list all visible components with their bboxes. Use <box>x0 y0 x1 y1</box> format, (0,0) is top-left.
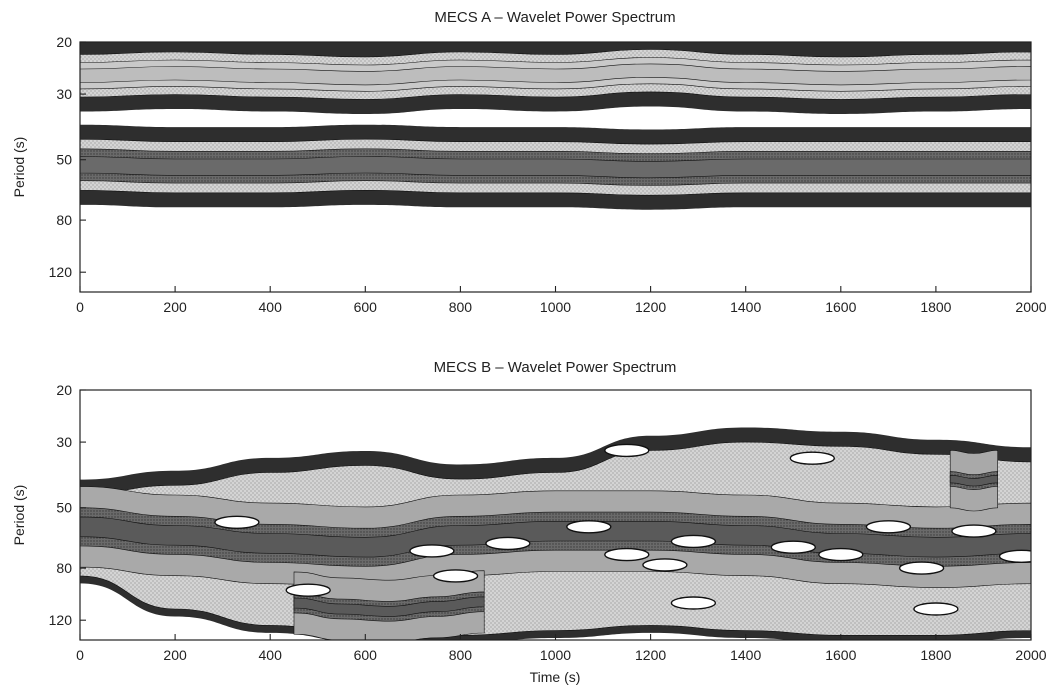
panel-b-hole-17 <box>670 596 717 610</box>
panel-a-x-tick-label: 400 <box>259 299 283 315</box>
panel-b-x-tick-label: 400 <box>259 647 283 663</box>
panel-b: MECS B – Wavelet Power Spectrum 0 200 400 6… <box>11 359 1047 685</box>
panel-a-y-tick-label: 30 <box>56 86 72 102</box>
panel-b-hole-14 <box>998 549 1031 563</box>
panel-b-x-axis-label: Time (s) <box>530 669 581 685</box>
panel-a-x-tick-label: 1600 <box>825 299 856 315</box>
panel-b-x-tick-label: 1200 <box>635 647 666 663</box>
panel-b-y-tick-label: 80 <box>56 560 72 576</box>
panel-a: MECS A – Wavelet Power Spectrum 0 200 400 6… <box>11 9 1047 315</box>
panel-b-hole-11 <box>865 520 912 534</box>
panel-b-hole-5 <box>566 520 612 534</box>
panel-b-x-tick-label: 1600 <box>825 647 856 663</box>
panel-b-core-110s-level-2 <box>293 596 485 617</box>
panel-b-hole-1 <box>285 583 331 597</box>
panel-a-x-tick-label: 0 <box>76 299 84 315</box>
panel-a-x-tick-label: 1200 <box>635 299 666 315</box>
panel-a-x-tick-label: 200 <box>163 299 187 315</box>
panel-b-y-axis-label: Period (s) <box>11 485 27 546</box>
panel-b-hole-7 <box>642 558 688 572</box>
panel-a-x-tick-label: 800 <box>449 299 473 315</box>
panel-a-band-50s-level-3 <box>80 156 1031 179</box>
panel-b-hole-9 <box>770 540 816 554</box>
panel-b-x-tick-label: 800 <box>449 647 473 663</box>
panel-b-x-tick-label: 200 <box>163 647 187 663</box>
panel-a-y-tick-label: 80 <box>56 212 72 228</box>
panel-b-hole-0 <box>214 515 260 529</box>
panel-b-hole-15 <box>789 451 835 465</box>
panel-b-x-tick-label: 1400 <box>730 647 761 663</box>
panel-b-plot-area <box>80 427 1031 640</box>
panel-b-x-ticks: 0 200 400 600 800 1000 1200 1400 1600 1800 2000 <box>76 634 1047 663</box>
panel-a-x-tick-label: 1400 <box>730 299 761 315</box>
panel-a-y-tick-label: 50 <box>56 152 72 168</box>
panel-b-hole-10 <box>818 547 864 562</box>
panel-b-hole-2 <box>409 544 455 558</box>
panel-a-title: MECS A – Wavelet Power Spectrum <box>434 9 675 26</box>
panel-b-y-ticks: 20 30 50 80 120 <box>49 382 86 628</box>
panel-a-y-tick-label: 120 <box>49 264 73 280</box>
panel-a-band-25s-level-3 <box>80 63 1031 86</box>
panel-a-x-tick-label: 2000 <box>1015 299 1046 315</box>
panel-a-x-ticks: 0 200 400 600 800 1000 1200 1400 1600 1800 2000 <box>76 286 1047 315</box>
panel-b-y-tick-label: 30 <box>56 434 72 450</box>
panel-a-y-tick-label: 20 <box>56 34 72 50</box>
panel-b-x-tick-label: 1000 <box>540 647 571 663</box>
panel-b-x-tick-label: 0 <box>76 647 84 663</box>
panel-b-hole-12 <box>898 561 945 575</box>
panel-b-hole-8 <box>670 534 717 549</box>
panel-b-spot-40s-level-2 <box>949 474 998 487</box>
panel-a-x-tick-label: 600 <box>354 299 378 315</box>
panel-a-y-axis-label: Period (s) <box>11 137 27 198</box>
panel-b-hole-18 <box>913 602 959 616</box>
panel-b-y-tick-label: 50 <box>56 500 72 516</box>
panel-a-x-tick-label: 1000 <box>540 299 571 315</box>
panel-b-y-tick-label: 120 <box>49 612 73 628</box>
panel-b-hole-3 <box>432 569 479 583</box>
panel-b-x-tick-label: 600 <box>354 647 378 663</box>
panel-b-x-tick-label: 2000 <box>1015 647 1046 663</box>
panel-a-y-ticks: 20 30 50 80 120 <box>49 34 86 280</box>
panel-b-title: MECS B – Wavelet Power Spectrum <box>434 359 677 376</box>
panel-a-x-tick-label: 1800 <box>920 299 951 315</box>
panel-b-hole-6 <box>604 547 650 562</box>
panel-b-hole-4 <box>485 536 531 551</box>
panel-b-x-tick-label: 1800 <box>920 647 951 663</box>
panel-b-hole-16 <box>604 443 650 458</box>
panel-b-y-tick-label: 20 <box>56 382 72 398</box>
panel-a-plot-area <box>80 42 1031 210</box>
panel-b-hole-13 <box>951 524 997 538</box>
